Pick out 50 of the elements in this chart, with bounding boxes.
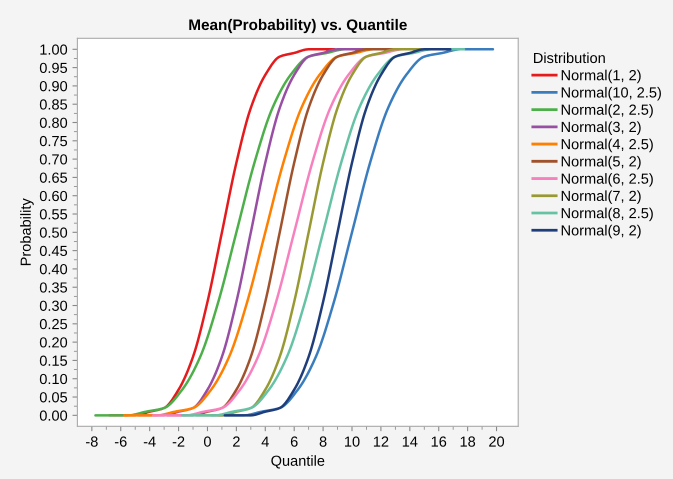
- legend-label: Normal(5, 2): [562, 156, 641, 170]
- legend-label: Normal(10, 2.5): [562, 86, 661, 100]
- legend-label: Normal(9, 2): [562, 224, 641, 238]
- y-tick-label: 0.10: [40, 374, 68, 384]
- y-tick-label: 0.20: [40, 337, 68, 348]
- y-tick-label: 0.05: [40, 392, 68, 402]
- y-tick-label: 0.35: [40, 282, 68, 293]
- legend-label: Normal(2, 2.5): [562, 104, 653, 118]
- y-tick-label: 0.15: [40, 356, 68, 366]
- legend-title: Distribution: [534, 52, 605, 64]
- y-tick-label: 0.45: [40, 246, 68, 256]
- x-tick-label: 18: [460, 436, 476, 447]
- x-tick-label: 0: [204, 436, 211, 447]
- y-tick-label: 0.70: [40, 154, 68, 165]
- y-tick-label: 1.00: [40, 44, 68, 55]
- legend-label: Normal(6, 2.5): [562, 173, 653, 187]
- y-tick-label: 0.25: [40, 318, 68, 330]
- y-tick-label: 0.80: [40, 118, 68, 128]
- x-tick-label: 14: [402, 436, 418, 447]
- x-tick-label: 4: [262, 436, 269, 447]
- y-axis-title: Probability: [20, 198, 34, 266]
- y-tick-label: 0.30: [40, 300, 68, 311]
- x-tick-label: 10: [345, 436, 360, 447]
- chart-title: Mean(Probability) vs. Quantile: [189, 18, 407, 34]
- x-tick-label: 6: [290, 436, 298, 447]
- y-tick-label: 0.50: [40, 227, 68, 238]
- x-tick-label: 20: [489, 436, 504, 447]
- legend-label: Normal(7, 2): [562, 190, 641, 204]
- x-tick-label: -8: [86, 436, 98, 447]
- y-tick-label: 0.65: [40, 172, 68, 183]
- x-tick-label: 2: [233, 436, 240, 447]
- legend-label: Normal(8, 2.5): [562, 208, 653, 222]
- legend-label: Normal(1, 2): [562, 70, 641, 84]
- x-tick-label: -6: [114, 436, 127, 447]
- x-tick-label: 16: [432, 436, 446, 447]
- y-tick-label: 0.90: [40, 81, 68, 92]
- x-tick-label: 8: [320, 436, 327, 447]
- y-tick-label: 0.75: [40, 136, 68, 146]
- y-tick-label: 0.00: [40, 410, 68, 421]
- y-tick-label: 0.40: [40, 264, 68, 274]
- x-tick-label: -4: [144, 436, 156, 447]
- x-tick-label: 12: [374, 436, 388, 447]
- legend-label: Normal(3, 2): [562, 121, 641, 135]
- y-tick-label: 0.95: [40, 62, 68, 74]
- x-tick-label: -2: [172, 436, 184, 447]
- legend-label: Normal(4, 2.5): [562, 138, 653, 152]
- x-axis-title: Quantile: [271, 455, 324, 469]
- y-tick-label: 0.55: [40, 209, 68, 220]
- y-tick-label: 0.60: [40, 190, 68, 202]
- y-tick-label: 0.85: [40, 99, 68, 110]
